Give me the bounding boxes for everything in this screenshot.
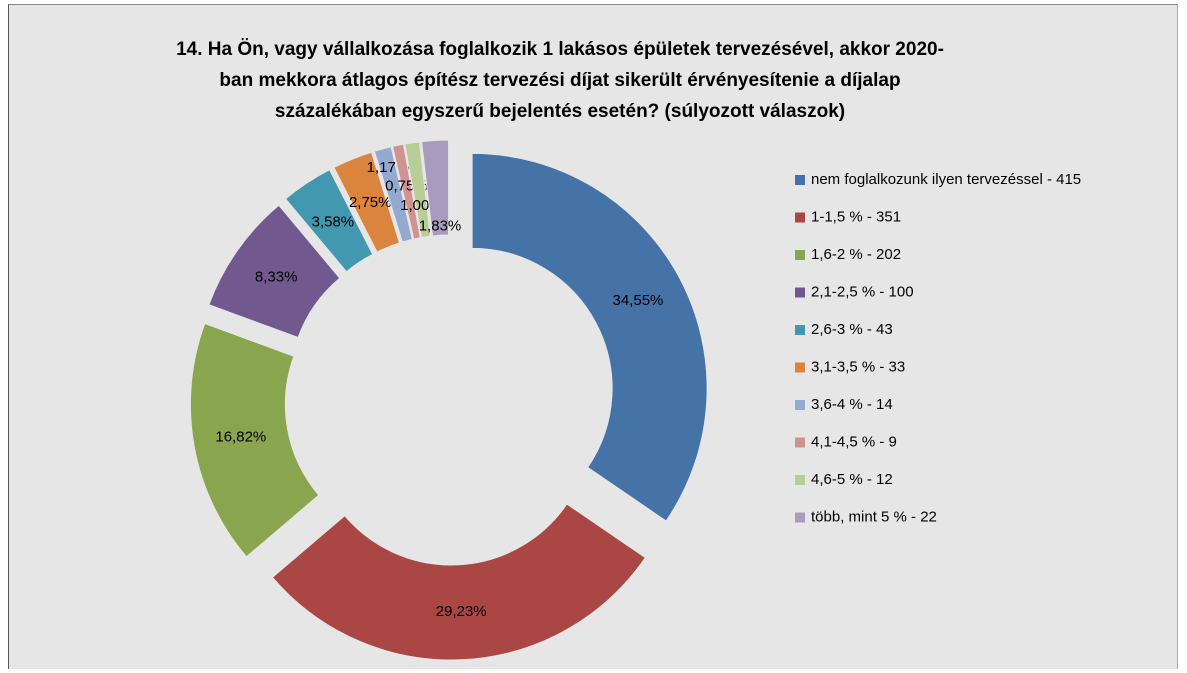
data-label: 16,82% — [215, 428, 266, 445]
chart-title: 14. Ha Ön, vagy vállalkozása foglalkozik… — [176, 39, 944, 122]
legend-label: 3,6-4 % - 14 — [811, 396, 893, 413]
legend-swatch — [795, 175, 805, 185]
legend-swatch — [795, 212, 805, 223]
legend-label: 3,1-3,5 % - 33 — [811, 358, 905, 375]
donut-slice — [421, 139, 450, 237]
donut-slice — [333, 151, 401, 253]
data-label: 3,58% — [312, 214, 355, 231]
legend-label: nem foglalkozunk ilyen tervezéssel - 415 — [811, 171, 1081, 188]
data-label: 2,75% — [349, 194, 392, 211]
data-label: 34,55% — [613, 292, 664, 309]
donut-slice — [271, 503, 646, 661]
legend-label: több, mint 5 % - 22 — [811, 508, 937, 525]
data-label: 8,33% — [255, 269, 298, 286]
donut-slice — [391, 143, 421, 240]
donut-slice — [189, 322, 320, 558]
legend-label: 4,6-5 % - 12 — [811, 471, 893, 488]
legend-label: 1,6-2 % - 202 — [811, 246, 901, 263]
donut-slice — [373, 146, 413, 243]
legend-swatch — [795, 437, 805, 448]
data-label: 29,23% — [436, 603, 487, 620]
legend-label: 2,6-3 % - 43 — [811, 321, 893, 338]
donut-slice — [284, 169, 374, 273]
donut-slice — [208, 204, 341, 339]
data-label: 1,83% — [419, 217, 462, 234]
legend-label: 1-1,5 % - 351 — [811, 208, 901, 225]
legend-swatch — [795, 362, 805, 373]
legend-swatch — [795, 325, 805, 335]
legend-label: 4,1-4,5 % - 9 — [811, 433, 897, 450]
legend-label: 2,1-2,5 % - 100 — [811, 283, 914, 300]
legend-swatch — [795, 250, 805, 260]
donut-slice — [471, 152, 708, 522]
legend-swatch — [795, 475, 805, 485]
donut-slice — [404, 141, 431, 239]
legend-swatch — [795, 512, 805, 523]
legend-swatch — [795, 400, 805, 410]
legend-swatch — [795, 287, 805, 298]
